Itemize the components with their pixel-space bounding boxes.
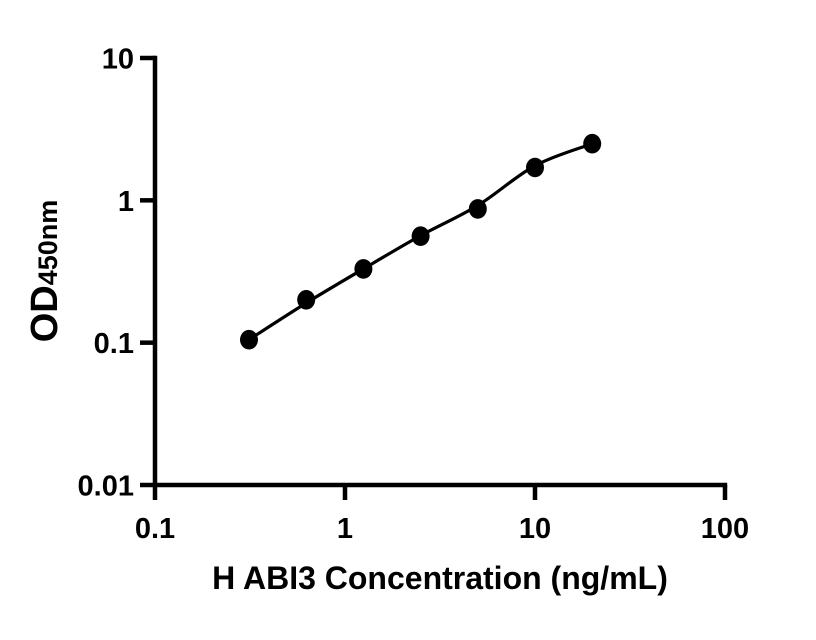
axis-spine <box>152 55 728 488</box>
data-point <box>468 199 487 219</box>
data-point <box>526 157 544 178</box>
y-axis-title-main: OD <box>24 285 66 343</box>
data-point <box>411 226 430 246</box>
data-point <box>240 329 258 350</box>
y-tick-label: 1 <box>118 186 134 218</box>
y-tick-label: 0.01 <box>78 471 134 503</box>
y-axis-title: OD450nm <box>24 199 66 343</box>
y-tick-label: 0.1 <box>94 328 134 360</box>
data-point <box>583 133 602 154</box>
x-tick-label: 100 <box>701 513 749 545</box>
x-tick-label: 1 <box>337 513 353 545</box>
x-tick-label: 10 <box>519 513 551 545</box>
data-point <box>354 259 373 279</box>
data-point <box>297 290 316 310</box>
x-tick-label: 0.1 <box>135 513 175 545</box>
y-axis-title-sub: 450nm <box>33 199 63 286</box>
x-axis-title: H ABI3 Concentration (ng/mL) <box>212 560 668 596</box>
y-tick-label: 10 <box>102 44 134 76</box>
